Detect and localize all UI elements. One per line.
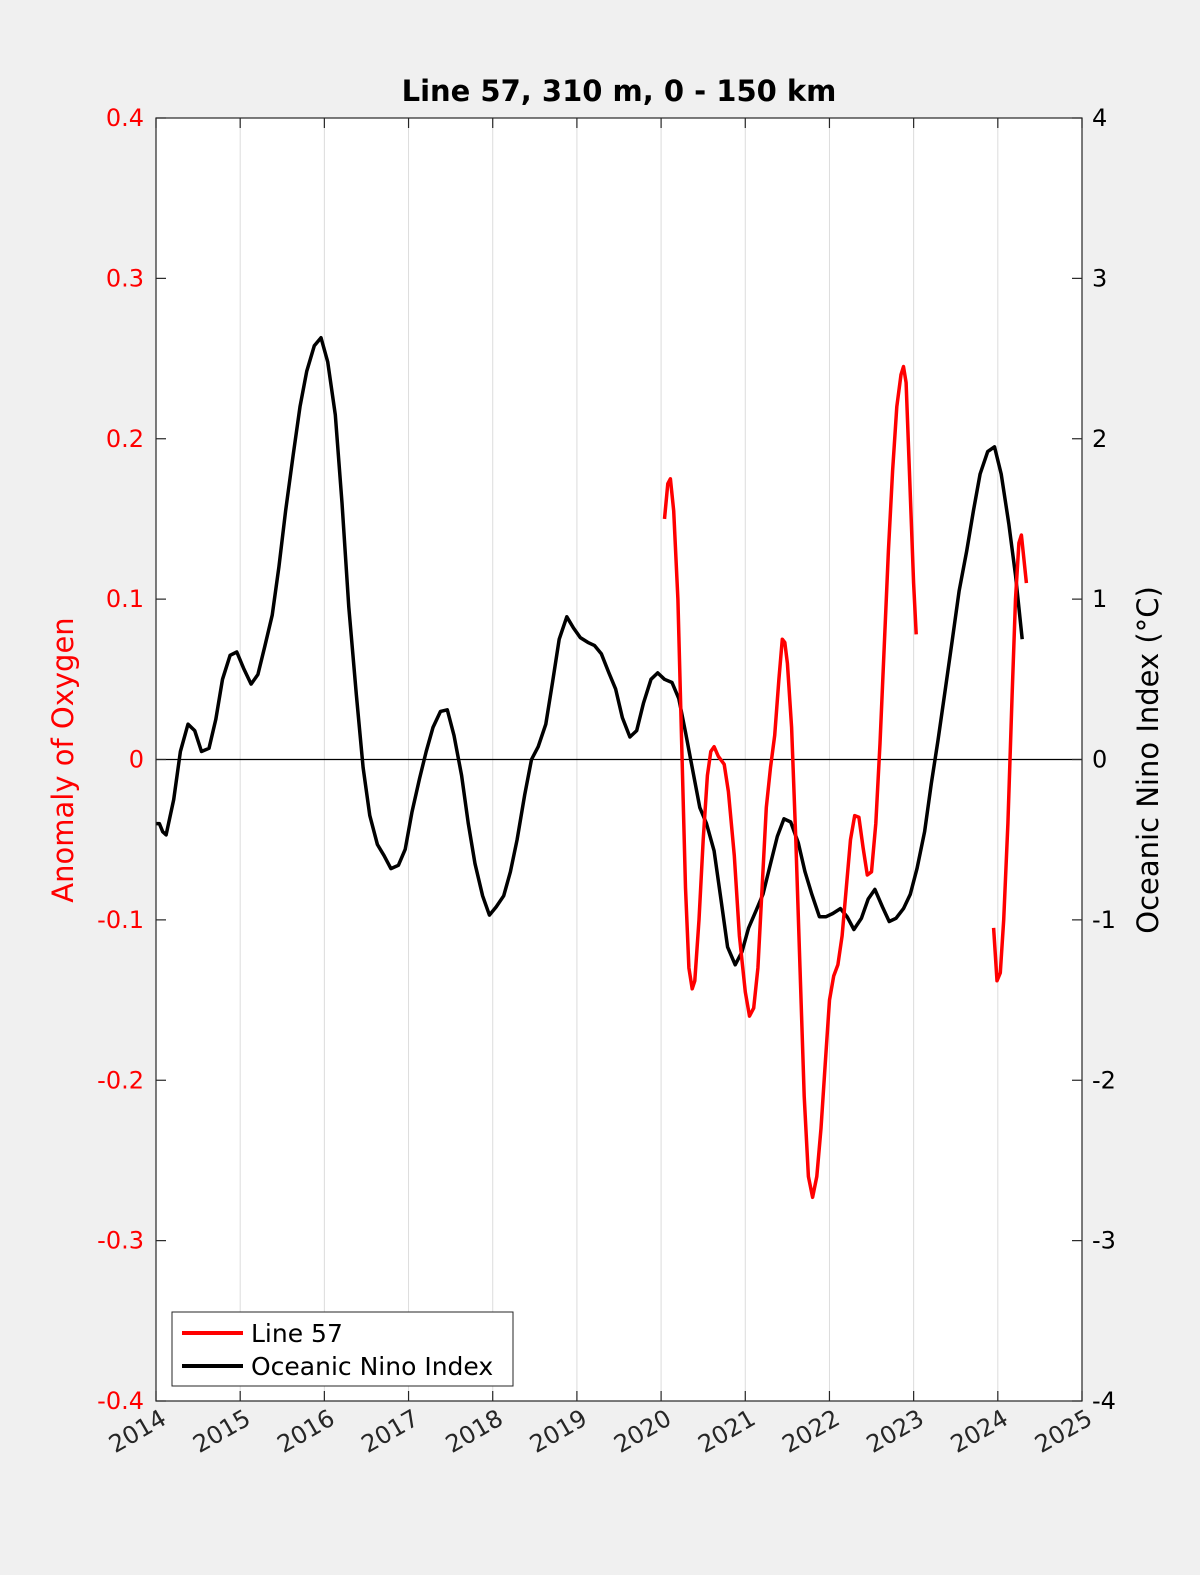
chart-title: Line 57, 310 m, 0 - 150 km <box>402 74 837 108</box>
y-right-tick-label: -4 <box>1092 1387 1116 1415</box>
y-left-tick-label: -0.4 <box>97 1387 144 1415</box>
legend-label-line57: Line 57 <box>251 1319 343 1348</box>
y-left-tick-label: 0.3 <box>106 264 144 292</box>
y-left-tick-label: -0.1 <box>97 906 144 934</box>
legend-label-oni: Oceanic Nino Index <box>251 1352 493 1381</box>
y-right-tick-label: -1 <box>1092 906 1116 934</box>
y-left-tick-label: -0.3 <box>97 1227 144 1255</box>
y-right-tick-label: 1 <box>1092 585 1107 613</box>
y-right-tick-label: 0 <box>1092 746 1107 774</box>
series-line-line57-segment-0 <box>662 364 918 1200</box>
y-right-tick-label: -3 <box>1092 1227 1116 1255</box>
y-left-tick-label: 0.2 <box>106 425 144 453</box>
y-axis-right-label: Oceanic Nino Index (°C) <box>1131 586 1165 934</box>
y-axis-left-label: Anomaly of Oxygen <box>46 617 80 902</box>
series-line-line57-segment-1 <box>991 533 1029 983</box>
y-right-tick-label: 4 <box>1092 104 1107 132</box>
y-right-tick-label: -2 <box>1092 1066 1116 1094</box>
legend-box <box>171 1311 514 1387</box>
y-left-tick-label: 0 <box>129 746 144 774</box>
y-left-tick-label: 0.1 <box>106 585 144 613</box>
y-left-tick-label: -0.2 <box>97 1066 144 1094</box>
y-right-tick-label: 3 <box>1092 264 1107 292</box>
series-line-oni <box>156 335 1024 967</box>
legend: Line 57 Oceanic Nino Index <box>171 1311 514 1387</box>
series-layer <box>156 335 1029 1200</box>
y-left-tick-label: 0.4 <box>106 104 144 132</box>
y-right-tick-label: 2 <box>1092 425 1107 453</box>
